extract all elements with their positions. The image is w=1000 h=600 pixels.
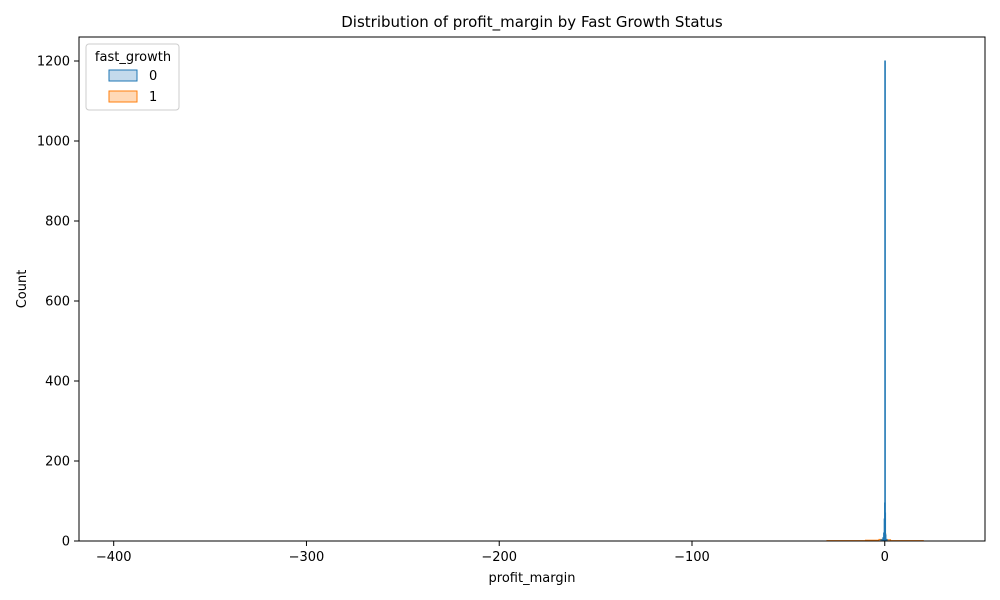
x-tick-label: 0 [881, 550, 889, 565]
legend-swatch-0 [108, 69, 138, 82]
y-tick-label: 0 [62, 535, 70, 550]
x-tick-label: −100 [674, 550, 710, 565]
y-tick-label: 1200 [37, 55, 70, 70]
y-tick-label: 800 [45, 215, 70, 230]
axes-frame [78, 36, 986, 542]
chart-title: Distribution of profit_margin by Fast Gr… [341, 13, 723, 32]
legend: fast_growth 0 1 [85, 43, 180, 111]
y-axis-label: Count [15, 270, 30, 309]
y-axis: 0 200 400 600 800 1000 1200 [37, 55, 79, 550]
y-tick-label: 400 [45, 375, 70, 390]
x-axis: −400 −300 −200 −100 0 [96, 541, 889, 565]
y-tick-label: 600 [45, 295, 70, 310]
bar-series-0-5 [884, 60, 886, 542]
legend-label-1: 1 [149, 90, 157, 105]
legend-title: fast_growth [95, 50, 171, 65]
x-tick-label: −300 [289, 550, 325, 565]
legend-label-0: 0 [149, 69, 157, 84]
x-tick-label: −200 [481, 550, 517, 565]
legend-swatch-1 [108, 90, 138, 103]
y-tick-label: 1000 [37, 135, 70, 150]
x-axis-label: profit_margin [489, 571, 576, 586]
x-tick-label: −400 [96, 550, 132, 565]
y-tick-label: 200 [45, 455, 70, 470]
